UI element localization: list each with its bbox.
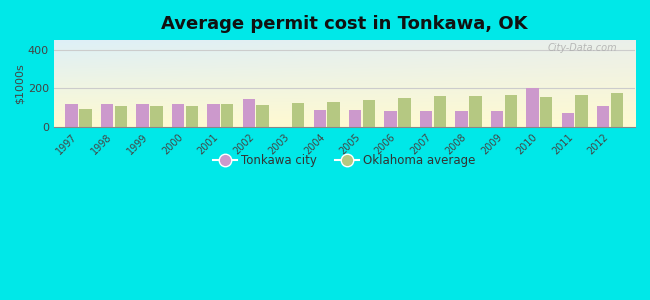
Y-axis label: $1000s: $1000s [15, 63, 25, 104]
Bar [491, 110, 503, 127]
Bar [420, 110, 432, 127]
Bar [526, 88, 539, 127]
Bar [101, 104, 113, 127]
Bar [242, 99, 255, 127]
Text: City-Data.com: City-Data.com [548, 43, 617, 53]
Bar [292, 103, 304, 127]
Bar [172, 104, 184, 127]
Bar [150, 106, 162, 127]
Bar [257, 105, 269, 127]
Bar [363, 100, 375, 127]
Bar [66, 104, 78, 127]
Bar [434, 96, 446, 127]
Bar [79, 109, 92, 127]
Bar [597, 106, 610, 127]
Bar [611, 93, 623, 127]
Bar [562, 113, 574, 127]
Bar [349, 110, 361, 127]
Bar [504, 95, 517, 127]
Bar [136, 104, 149, 127]
Bar [114, 106, 127, 127]
Bar [328, 102, 340, 127]
Bar [469, 96, 482, 127]
Bar [313, 110, 326, 127]
Bar [221, 104, 233, 127]
Legend: Tonkawa city, Oklahoma average: Tonkawa city, Oklahoma average [209, 149, 480, 171]
Bar [186, 106, 198, 127]
Title: Average permit cost in Tonkawa, OK: Average permit cost in Tonkawa, OK [161, 15, 528, 33]
Bar [384, 110, 397, 127]
Bar [398, 98, 411, 127]
Bar [207, 104, 220, 127]
Bar [575, 95, 588, 127]
Bar [455, 110, 468, 127]
Bar [540, 97, 552, 127]
